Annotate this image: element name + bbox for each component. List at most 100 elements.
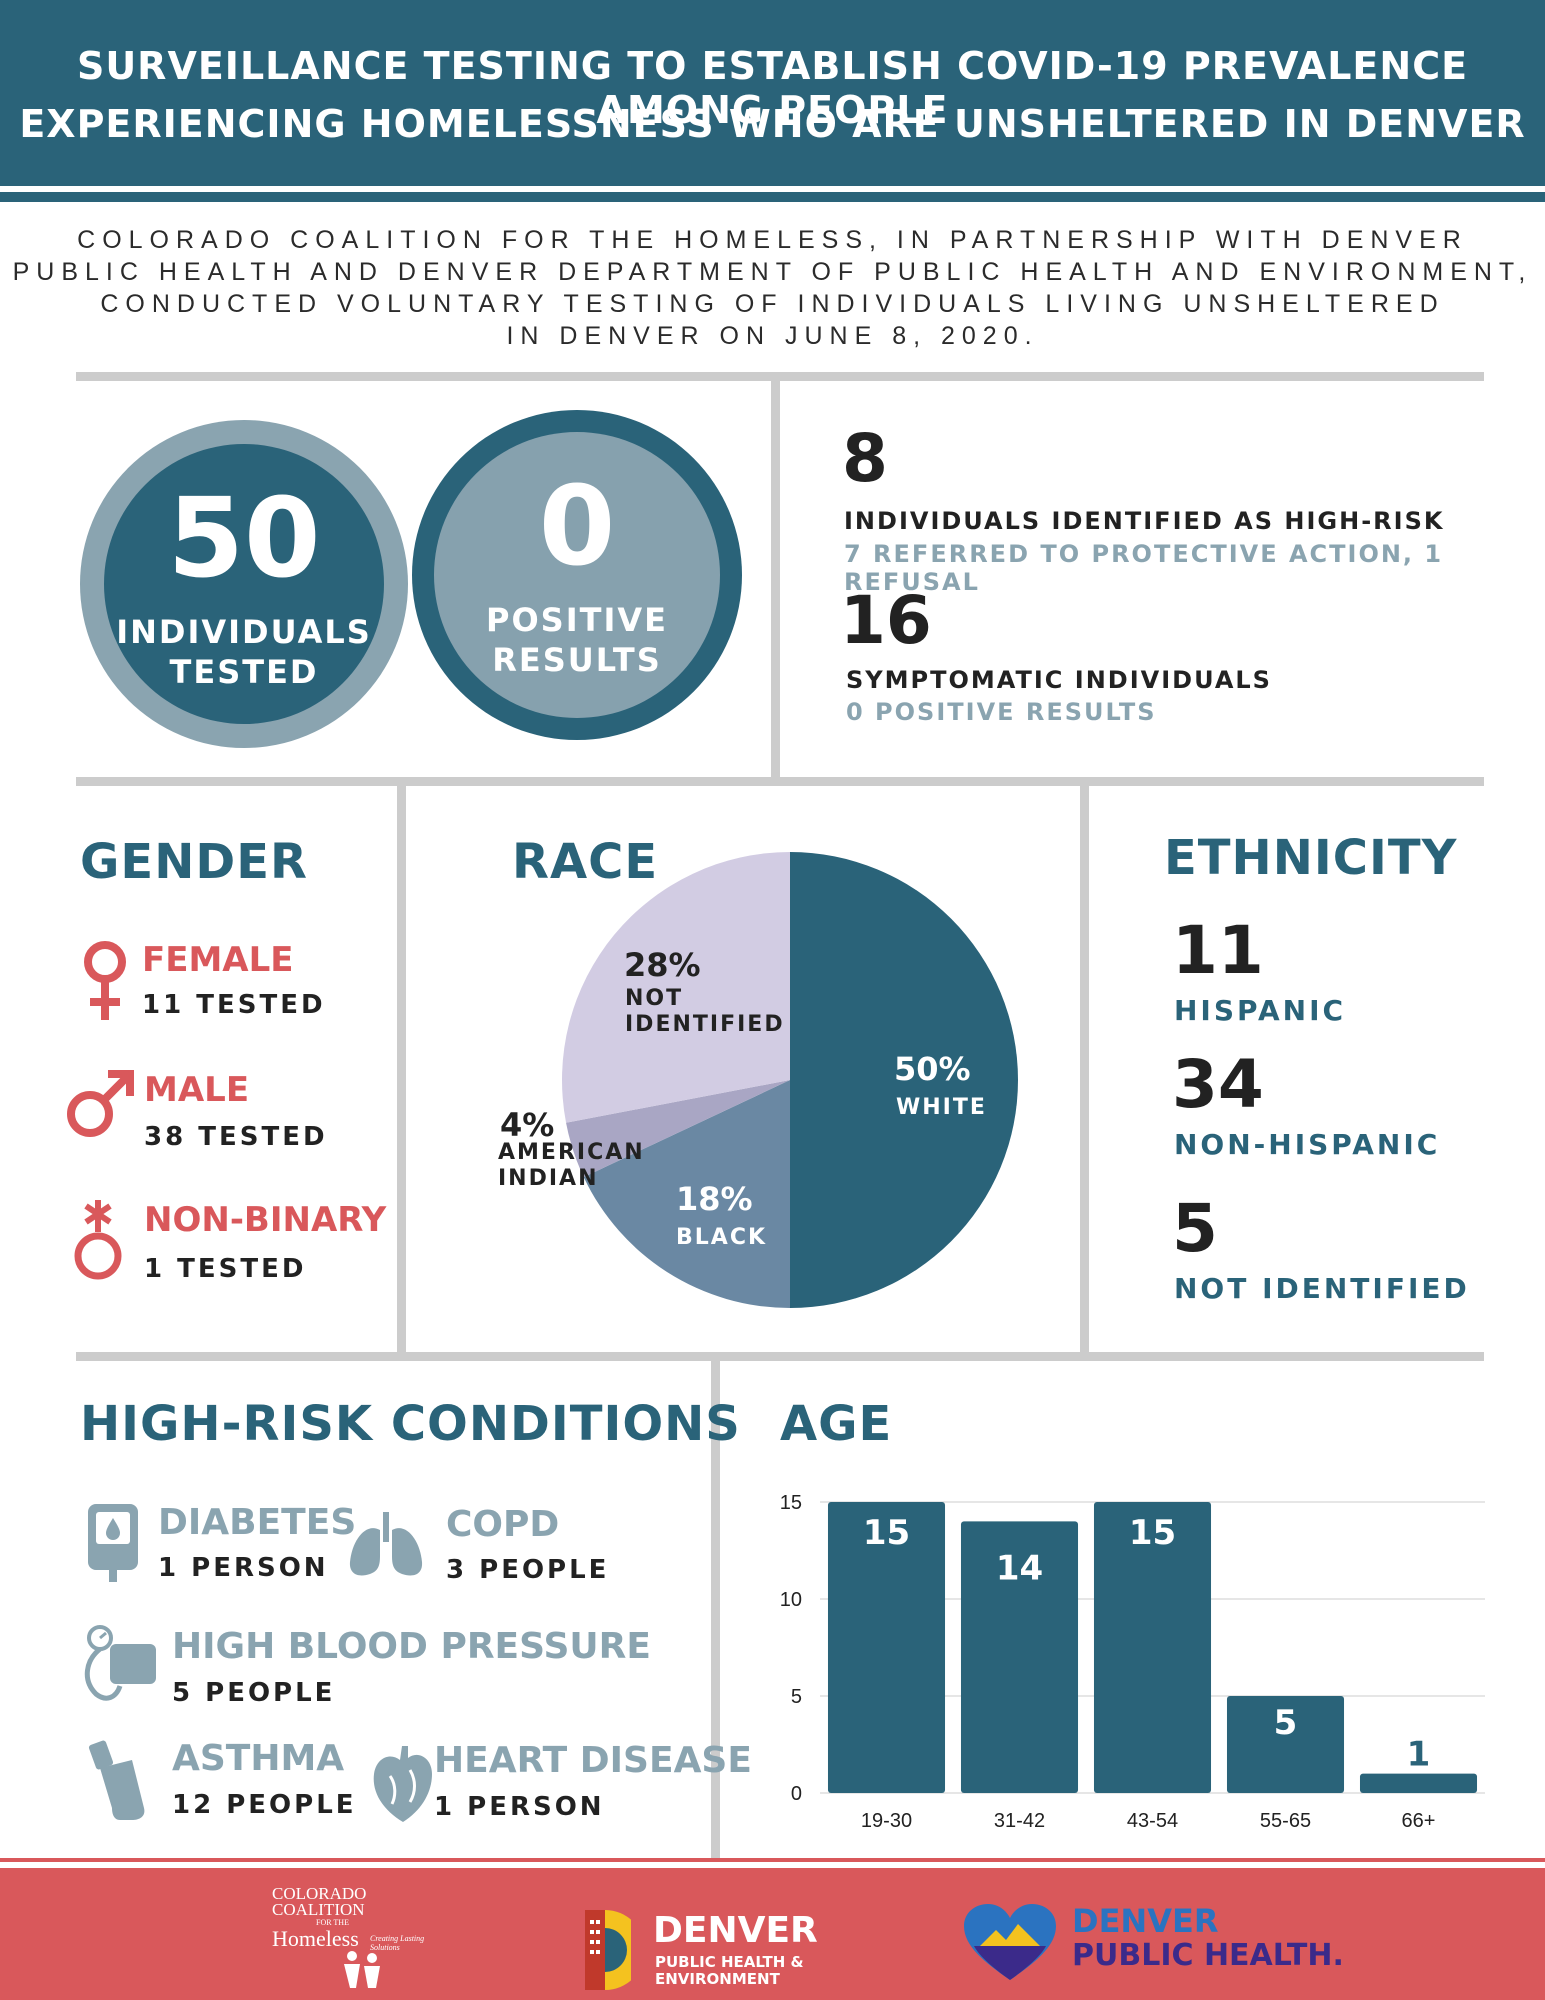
ethnicity-hispanic-label: HISPANIC xyxy=(1174,994,1347,1027)
ethnicity-non-hispanic-label: NON-HISPANIC xyxy=(1174,1128,1441,1161)
symptomatic-subtitle: 0 POSITIVE RESULTS xyxy=(846,698,1157,726)
non-binary-icon xyxy=(74,1200,122,1280)
age-bar-value-label: 15 xyxy=(1129,1513,1176,1553)
inhaler-icon xyxy=(88,1740,145,1820)
pie-label-black: BLACK xyxy=(676,1225,768,1250)
header-stripe xyxy=(0,192,1545,202)
condition-copd-name: COPD xyxy=(446,1504,560,1545)
male-icon xyxy=(67,1070,134,1137)
ethnicity-non-hispanic-count: 34 xyxy=(1172,1046,1264,1123)
age-bar-66+ xyxy=(1359,1773,1478,1793)
glucose-meter-icon xyxy=(88,1504,138,1582)
positive-count: 0 xyxy=(538,462,616,590)
x-tick-label: 19-30 xyxy=(861,1810,912,1832)
positive-label: POSITIVE RESULTS xyxy=(486,601,668,679)
ethnicity-not-identified-count: 5 xyxy=(1172,1190,1218,1267)
age-bar-value-label: 15 xyxy=(863,1513,910,1553)
y-tick-label: 10 xyxy=(780,1589,802,1611)
gender-female-label: FEMALE xyxy=(142,940,294,980)
high-risk-subtitle: 7 REFERRED TO PROTECTIVE ACTION, 1 REFUS… xyxy=(844,540,1444,596)
gender-male-count: 38 TESTED xyxy=(144,1122,328,1152)
divider-rule xyxy=(76,1352,1484,1361)
age-bar-55-65 xyxy=(1226,1696,1345,1793)
intro-line: CONDUCTED VOLUNTARY TESTING OF INDIVIDUA… xyxy=(100,290,1445,318)
race-pie-chart xyxy=(562,852,1018,1308)
x-tick-label: 66+ xyxy=(1402,1810,1436,1832)
symptomatic-count: 16 xyxy=(840,582,932,659)
gender-title: GENDER xyxy=(80,834,308,890)
coalition-logo: COLORADO COALITION FOR THE Homeless Crea… xyxy=(272,1885,432,1996)
pie-slice-not-identified xyxy=(562,852,790,1123)
race-title: RACE xyxy=(512,834,659,890)
pie-label-american-indian: AMERICAN INDIAN xyxy=(498,1140,645,1191)
positive-circle: 0 POSITIVE RESULTS xyxy=(412,410,742,740)
y-tick-label: 5 xyxy=(791,1686,802,1708)
high-risk-count: 8 xyxy=(842,420,888,497)
ethnicity-not-identified-label: NOT IDENTIFIED xyxy=(1174,1272,1470,1305)
tested-count: 50 xyxy=(167,474,321,602)
ethnicity-hispanic-count: 11 xyxy=(1172,912,1264,989)
pie-label-american-indian-pct: 4% xyxy=(500,1106,555,1144)
condition-heart-disease-count: 1 PERSON xyxy=(434,1792,605,1822)
page-title-line-1: SURVEILLANCE TESTING TO ESTABLISH COVID-… xyxy=(76,44,1469,132)
divider-rule xyxy=(76,372,1484,381)
high-risk-title: INDIVIDUALS IDENTIFIED AS HIGH-RISK xyxy=(844,507,1445,535)
divider-rule xyxy=(711,1358,720,1858)
lungs-icon xyxy=(349,1512,423,1576)
conditions-title: HIGH-RISK CONDITIONS xyxy=(80,1396,741,1452)
y-tick-label: 0 xyxy=(791,1783,802,1805)
condition-heart-disease-name: HEART DISEASE xyxy=(434,1740,752,1781)
denver-d-icon xyxy=(585,1910,631,1990)
condition-high-blood-pressure-name: HIGH BLOOD PRESSURE xyxy=(172,1626,651,1667)
intro-line: COLORADO COALITION FOR THE HOMELESS, IN … xyxy=(77,226,1468,254)
header-banner: SURVEILLANCE TESTING TO ESTABLISH COVID-… xyxy=(0,0,1545,186)
footer-stripe xyxy=(0,1858,1545,1862)
heart-logo-icon xyxy=(964,1904,1056,1980)
age-bar-19-30 xyxy=(827,1502,946,1793)
y-tick-label: 15 xyxy=(780,1492,802,1514)
condition-copd-count: 3 PEOPLE xyxy=(446,1555,610,1585)
age-bar-value-label: 1 xyxy=(1407,1735,1431,1775)
gender-non-binary-count: 1 TESTED xyxy=(144,1254,307,1284)
x-tick-label: 43-54 xyxy=(1127,1810,1178,1832)
divider-rule xyxy=(1080,783,1089,1355)
age-bar-31-42 xyxy=(960,1521,1079,1793)
page-title-line-2: EXPERIENCING HOMELESSNESS WHO ARE UNSHEL… xyxy=(19,102,1526,146)
people-icon xyxy=(344,1951,380,1988)
age-bar-value-label: 14 xyxy=(996,1548,1043,1588)
condition-diabetes-count: 1 PERSON xyxy=(158,1553,329,1583)
divider-rule xyxy=(397,783,406,1355)
age-bar-43-54 xyxy=(1093,1502,1212,1793)
heart-icon xyxy=(373,1746,432,1822)
condition-asthma-count: 12 PEOPLE xyxy=(172,1790,357,1820)
intro-text: COLORADO COALITION FOR THE HOMELESS, IN … xyxy=(0,224,1545,352)
tested-label: INDIVIDUALS TESTED xyxy=(116,613,372,691)
pie-label-not-identified-pct: 28% xyxy=(624,946,701,984)
gender-non-binary-label: NON-BINARY xyxy=(144,1200,387,1240)
x-tick-label: 55-65 xyxy=(1260,1810,1311,1832)
divider-rule xyxy=(771,378,780,780)
condition-diabetes-name: DIABETES xyxy=(158,1502,357,1543)
age-title: AGE xyxy=(780,1396,893,1452)
blood-pressure-icon xyxy=(84,1625,156,1701)
condition-high-blood-pressure-count: 5 PEOPLE xyxy=(172,1678,336,1708)
gender-female-count: 11 TESTED xyxy=(142,990,326,1020)
divider-rule xyxy=(76,777,1484,786)
intro-line: IN DENVER ON JUNE 8, 2020. xyxy=(506,322,1039,350)
pie-label-not-identified: NOT IDENTIFIED xyxy=(625,986,785,1037)
pie-slice-american-indian xyxy=(566,1080,790,1178)
condition-asthma-name: ASTHMA xyxy=(172,1738,345,1779)
symptomatic-title: SYMPTOMATIC INDIVIDUALS xyxy=(846,666,1272,694)
female-icon xyxy=(84,941,126,1020)
pie-label-black-pct: 18% xyxy=(676,1180,753,1218)
pie-slice-black xyxy=(583,1080,790,1308)
x-tick-label: 31-42 xyxy=(994,1810,1045,1832)
denver-public-health-logo: DENVER PUBLIC HEALTH. xyxy=(960,1902,1380,1982)
tested-circle: 50 INDIVIDUALS TESTED xyxy=(80,420,408,748)
intro-line: PUBLIC HEALTH AND DENVER DEPARTMENT OF P… xyxy=(12,258,1533,286)
denver-dphe-logo: DENVER PUBLIC HEALTH & ENVIRONMENT xyxy=(585,1910,845,1990)
pie-label-white: WHITE xyxy=(896,1095,987,1120)
pie-slice-white xyxy=(790,852,1018,1308)
gender-male-label: MALE xyxy=(144,1070,250,1110)
pie-label-white-pct: 50% xyxy=(894,1050,971,1088)
